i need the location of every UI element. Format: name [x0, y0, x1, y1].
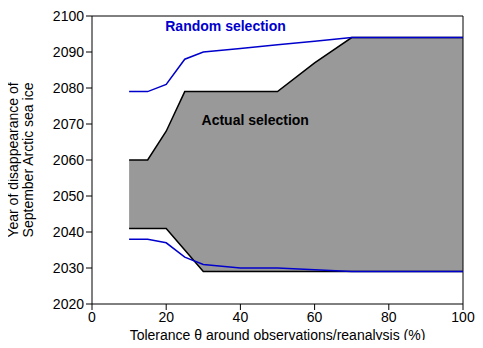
- svg-text:2060: 2060: [53, 152, 84, 168]
- svg-text:Tolerance θ around observation: Tolerance θ around observations/reanalys…: [130, 327, 426, 340]
- svg-text:2020: 2020: [53, 296, 84, 312]
- svg-text:2070: 2070: [53, 116, 84, 132]
- svg-text:2100: 2100: [53, 8, 84, 24]
- svg-text:40: 40: [233, 309, 249, 325]
- svg-text:100: 100: [451, 309, 475, 325]
- svg-text:Random selection: Random selection: [165, 18, 286, 34]
- svg-text:2040: 2040: [53, 224, 84, 240]
- svg-text:2090: 2090: [53, 44, 84, 60]
- svg-text:2030: 2030: [53, 260, 84, 276]
- svg-text:2050: 2050: [53, 188, 84, 204]
- svg-text:Year of disappearance ofSeptem: Year of disappearance ofSeptember Arctic…: [8, 82, 36, 237]
- svg-text:60: 60: [307, 309, 323, 325]
- svg-text:0: 0: [88, 309, 96, 325]
- svg-text:2080: 2080: [53, 80, 84, 96]
- svg-text:Actual selection: Actual selection: [202, 112, 309, 128]
- svg-text:20: 20: [158, 309, 174, 325]
- svg-text:80: 80: [381, 309, 397, 325]
